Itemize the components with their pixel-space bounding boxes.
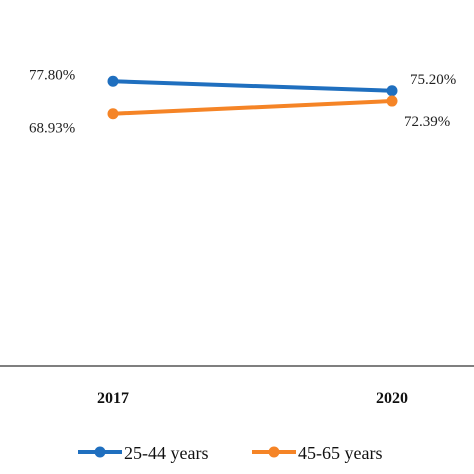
series-45-65-years: 68.93% 72.39% <box>29 95 450 137</box>
legend-item: 25-44 years <box>78 443 208 463</box>
legend-swatch-marker <box>268 446 280 458</box>
legend-item: 45-65 years <box>252 443 382 463</box>
series-25-44-years: 77.80% 75.20% <box>29 67 456 97</box>
series-line <box>111 79 394 93</box>
x-axis-tick-labels: 2017 2020 <box>97 390 408 407</box>
legend: 25-44 years 45-65 years <box>78 443 382 463</box>
legend-swatch-marker <box>94 446 106 458</box>
x-tick-label: 2017 <box>97 390 129 407</box>
series-layer: 77.80% 75.20% 68.93% 72.39% <box>29 67 456 136</box>
data-label: 75.20% <box>410 72 456 88</box>
data-label: 72.39% <box>404 114 450 130</box>
data-point <box>107 108 119 120</box>
legend-label: 45-65 years <box>298 443 382 463</box>
data-point <box>386 95 398 107</box>
data-label: 77.80% <box>29 67 75 83</box>
x-tick-label: 2020 <box>376 390 408 407</box>
legend-label: 25-44 years <box>124 443 208 463</box>
data-label: 68.93% <box>29 121 75 137</box>
data-point <box>386 85 398 97</box>
series-line <box>111 99 394 116</box>
data-point <box>107 75 119 87</box>
